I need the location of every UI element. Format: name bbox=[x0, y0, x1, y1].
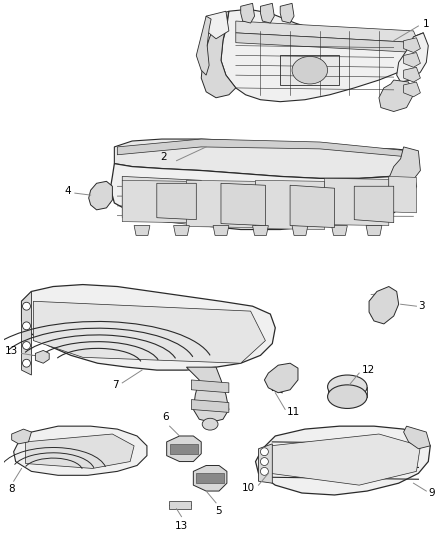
Polygon shape bbox=[122, 176, 201, 225]
Text: 9: 9 bbox=[428, 488, 435, 498]
Polygon shape bbox=[35, 350, 49, 363]
Ellipse shape bbox=[328, 375, 367, 399]
Polygon shape bbox=[290, 185, 335, 228]
Polygon shape bbox=[397, 33, 428, 82]
Polygon shape bbox=[236, 21, 418, 43]
Ellipse shape bbox=[292, 56, 328, 84]
Polygon shape bbox=[253, 225, 268, 236]
Ellipse shape bbox=[22, 322, 31, 330]
Ellipse shape bbox=[328, 385, 367, 408]
Polygon shape bbox=[173, 225, 189, 236]
Polygon shape bbox=[114, 139, 417, 179]
Polygon shape bbox=[403, 53, 420, 67]
Polygon shape bbox=[196, 16, 211, 75]
Polygon shape bbox=[221, 183, 265, 225]
Polygon shape bbox=[191, 400, 229, 413]
Polygon shape bbox=[280, 55, 339, 85]
Polygon shape bbox=[366, 225, 382, 236]
Polygon shape bbox=[403, 67, 420, 82]
Polygon shape bbox=[206, 11, 229, 39]
Polygon shape bbox=[25, 434, 134, 469]
Polygon shape bbox=[354, 186, 394, 223]
Text: 5: 5 bbox=[215, 506, 221, 516]
Polygon shape bbox=[117, 139, 409, 157]
Polygon shape bbox=[167, 436, 201, 462]
Polygon shape bbox=[187, 367, 229, 422]
Text: 13: 13 bbox=[175, 521, 188, 530]
Polygon shape bbox=[241, 3, 254, 23]
Polygon shape bbox=[33, 301, 265, 363]
Polygon shape bbox=[21, 292, 32, 375]
Polygon shape bbox=[258, 444, 272, 483]
Ellipse shape bbox=[261, 448, 268, 456]
Ellipse shape bbox=[261, 467, 268, 475]
Polygon shape bbox=[221, 9, 424, 102]
Polygon shape bbox=[403, 38, 420, 53]
Polygon shape bbox=[332, 225, 347, 236]
Polygon shape bbox=[193, 465, 227, 491]
Polygon shape bbox=[134, 225, 150, 236]
Polygon shape bbox=[292, 225, 308, 236]
Text: 2: 2 bbox=[160, 152, 167, 161]
Polygon shape bbox=[403, 426, 430, 449]
Polygon shape bbox=[255, 426, 430, 495]
Polygon shape bbox=[255, 180, 325, 230]
Ellipse shape bbox=[202, 418, 218, 430]
Polygon shape bbox=[236, 33, 418, 53]
Text: 7: 7 bbox=[112, 380, 118, 390]
Polygon shape bbox=[265, 363, 298, 393]
Polygon shape bbox=[261, 3, 274, 23]
Text: 8: 8 bbox=[8, 484, 15, 494]
Ellipse shape bbox=[22, 342, 31, 350]
Ellipse shape bbox=[22, 359, 31, 367]
Polygon shape bbox=[389, 147, 420, 186]
Ellipse shape bbox=[22, 302, 31, 310]
Text: 12: 12 bbox=[362, 365, 375, 375]
Polygon shape bbox=[14, 426, 147, 475]
Polygon shape bbox=[325, 179, 389, 225]
Polygon shape bbox=[187, 180, 255, 228]
Polygon shape bbox=[110, 164, 417, 230]
Text: 4: 4 bbox=[64, 186, 71, 196]
Text: 6: 6 bbox=[162, 412, 169, 422]
Polygon shape bbox=[169, 501, 191, 508]
Polygon shape bbox=[191, 380, 229, 393]
Polygon shape bbox=[170, 444, 198, 454]
Text: 11: 11 bbox=[287, 407, 300, 417]
Ellipse shape bbox=[261, 458, 268, 465]
Polygon shape bbox=[122, 180, 187, 223]
Text: 10: 10 bbox=[241, 483, 254, 493]
Polygon shape bbox=[270, 434, 420, 485]
Polygon shape bbox=[379, 80, 413, 111]
Polygon shape bbox=[196, 473, 224, 483]
Text: 3: 3 bbox=[418, 301, 425, 311]
Polygon shape bbox=[21, 285, 275, 370]
Polygon shape bbox=[403, 82, 420, 97]
Polygon shape bbox=[389, 176, 417, 213]
Polygon shape bbox=[157, 183, 196, 220]
Text: 13: 13 bbox=[4, 346, 18, 357]
Text: 1: 1 bbox=[422, 19, 429, 29]
Polygon shape bbox=[88, 181, 113, 210]
Polygon shape bbox=[280, 3, 294, 23]
Polygon shape bbox=[213, 225, 229, 236]
Polygon shape bbox=[201, 11, 236, 98]
Polygon shape bbox=[369, 287, 399, 324]
Polygon shape bbox=[12, 429, 32, 444]
